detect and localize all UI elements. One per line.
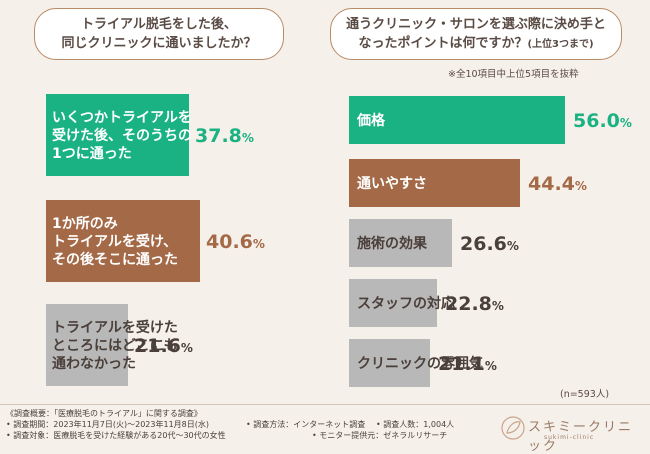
- clinic-logo: スキミークリニック sukimi-clinic: [500, 412, 645, 454]
- left-value-label-1: 37.8%: [195, 125, 254, 147]
- footer-people: • 調査人数：1,004人: [376, 420, 455, 429]
- right-bar-label-2: 通いやすさ: [357, 176, 427, 192]
- right-bar-2: [349, 159, 520, 207]
- right-question-box: 通うクリニック・サロンを選ぶ際に決め手と なったポイントは何ですか？(上位3つま…: [330, 8, 622, 60]
- sample-size: (n=593人): [560, 389, 610, 400]
- footer-provider: • モニター提供元：ゼネラルリサーチ: [312, 431, 448, 440]
- left-bar-label-3-3: 通わなかった: [52, 356, 136, 372]
- right-question-suffix: (上位3つまで): [527, 38, 594, 50]
- footer-title: 《調査概要：「医療脱毛のトライアル」に関する調査》: [6, 409, 202, 418]
- right-bar-label-3: 施術の効果: [357, 235, 428, 252]
- left-question-text: トライアル脱毛をした後、 同じクリニックに通いましたか？: [61, 17, 257, 51]
- left-value-label-2: 40.6%: [206, 231, 265, 253]
- footer-method: • 調査方法：インターネット調査: [246, 420, 366, 429]
- footer-target: • 調査対象：医療脱毛を受けた経験がある20代〜30代の女性: [6, 431, 226, 440]
- left-bar-label-1-1: いくつかトライアルを: [52, 110, 192, 126]
- logo-sub: sukimi-clinic: [544, 434, 595, 441]
- subset-note: ※全10項目中上位5項目を抜粋: [448, 69, 579, 80]
- right-question-line2: なったポイントは何ですか？: [358, 35, 528, 51]
- right-value-label-3: 26.6%: [460, 233, 519, 255]
- left-bar-label-2-3: その後そこに通った: [52, 251, 178, 268]
- right-bar-label-5: クリニックの雰囲気: [357, 355, 483, 372]
- right-bar-4: [349, 279, 437, 327]
- right-value-label-1: 56.0%: [573, 110, 632, 132]
- footer-divider: [0, 404, 650, 405]
- left-bar-1: [46, 94, 189, 176]
- left-bar-label-2-2: トライアルを受け、: [52, 233, 177, 250]
- left-bar-label-3-2: ところにはどこにも: [52, 338, 178, 354]
- left-bar-2: [46, 200, 200, 282]
- right-value-label-4: 22.8%: [445, 293, 504, 315]
- left-question-box: トライアル脱毛をした後、 同じクリニックに通いましたか？: [34, 8, 284, 60]
- right-bar-label-4: スタッフの対応: [357, 295, 455, 312]
- right-question-line1: 通うクリニック・サロンを選ぶ際に決め手と: [346, 16, 606, 32]
- right-bar-5: [349, 339, 430, 387]
- charts-canvas: いくつかトライアルを受けた後、そのうちの1つに通った37.8%1か所のみトライア…: [46, 94, 632, 387]
- footer-period: • 調査期間：2023年11月7日(火)〜2023年11月8日(水): [6, 420, 210, 429]
- left-bar-label-3-1: トライアルを受けた: [52, 319, 178, 336]
- left-bar-3: [46, 304, 128, 386]
- left-bar-label-1-2: 受けた後、そのうちの: [52, 127, 192, 144]
- right-value-label-2: 44.4%: [528, 173, 587, 195]
- leaf-logo-icon: [501, 416, 525, 440]
- left-bar-label-2-1: 1か所のみ: [52, 215, 118, 232]
- right-bar-3: [349, 219, 452, 267]
- left-bar-label-1-3: 1つに通った: [52, 146, 132, 162]
- left-value-label-3: 21.6%: [134, 335, 193, 357]
- right-bar-label-1: 価格: [356, 112, 386, 129]
- right-bar-1: [349, 96, 565, 144]
- right-value-label-5: 21.1%: [438, 353, 497, 375]
